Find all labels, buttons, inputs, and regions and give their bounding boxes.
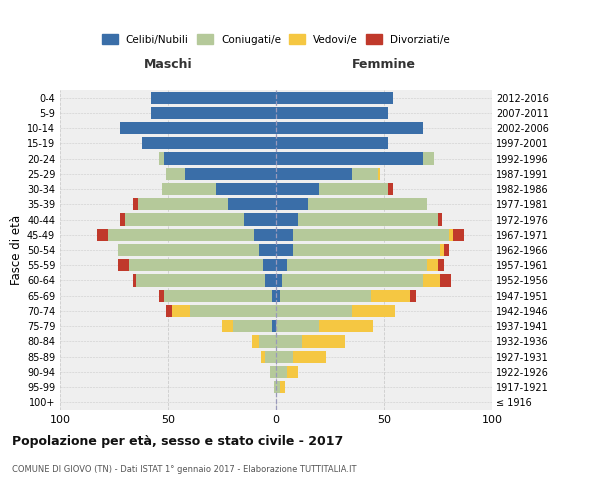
Bar bbox=[252, 336, 259, 347]
Bar bbox=[298, 214, 438, 226]
Bar bbox=[440, 244, 445, 256]
Bar bbox=[215, 183, 276, 195]
Bar bbox=[352, 168, 377, 180]
Bar bbox=[276, 350, 293, 363]
Bar bbox=[438, 259, 445, 272]
Bar bbox=[276, 336, 302, 347]
Bar bbox=[254, 228, 276, 241]
Bar bbox=[280, 290, 371, 302]
Bar bbox=[449, 228, 453, 241]
Bar bbox=[276, 244, 293, 256]
Bar bbox=[276, 183, 319, 195]
Bar bbox=[261, 350, 265, 363]
Bar bbox=[265, 274, 276, 286]
Bar bbox=[274, 381, 276, 393]
Bar bbox=[440, 274, 451, 286]
Bar bbox=[293, 244, 440, 256]
Bar bbox=[160, 290, 164, 302]
Bar bbox=[272, 320, 276, 332]
Bar bbox=[190, 305, 276, 317]
Bar bbox=[276, 198, 308, 210]
Bar bbox=[263, 259, 276, 272]
Bar bbox=[276, 92, 392, 104]
Bar bbox=[423, 152, 434, 164]
Bar bbox=[283, 274, 423, 286]
Bar bbox=[276, 290, 280, 302]
Bar bbox=[118, 244, 259, 256]
Y-axis label: Fasce di età: Fasce di età bbox=[10, 215, 23, 285]
Bar bbox=[222, 320, 233, 332]
Bar bbox=[276, 152, 423, 164]
Text: Femmine: Femmine bbox=[352, 58, 416, 71]
Bar bbox=[259, 336, 276, 347]
Bar bbox=[293, 228, 449, 241]
Bar bbox=[129, 259, 263, 272]
Bar bbox=[276, 168, 352, 180]
Bar bbox=[371, 290, 410, 302]
Bar bbox=[125, 214, 244, 226]
Bar bbox=[161, 183, 215, 195]
Bar bbox=[269, 366, 276, 378]
Bar bbox=[287, 259, 427, 272]
Bar bbox=[352, 305, 395, 317]
Bar bbox=[276, 366, 287, 378]
Bar bbox=[160, 152, 164, 164]
Bar bbox=[423, 274, 440, 286]
Bar bbox=[121, 122, 276, 134]
Bar bbox=[276, 274, 283, 286]
Bar bbox=[185, 168, 276, 180]
Bar bbox=[388, 183, 392, 195]
Legend: Celibi/Nubili, Coniugati/e, Vedovi/e, Divorziati/e: Celibi/Nubili, Coniugati/e, Vedovi/e, Di… bbox=[99, 31, 453, 48]
Bar bbox=[244, 214, 276, 226]
Bar bbox=[276, 137, 388, 149]
Text: Popolazione per età, sesso e stato civile - 2017: Popolazione per età, sesso e stato civil… bbox=[12, 435, 343, 448]
Bar bbox=[276, 305, 352, 317]
Text: COMUNE DI GIOVO (TN) - Dati ISTAT 1° gennaio 2017 - Elaborazione TUTTITALIA.IT: COMUNE DI GIOVO (TN) - Dati ISTAT 1° gen… bbox=[12, 465, 356, 474]
Bar bbox=[377, 168, 380, 180]
Bar bbox=[276, 320, 319, 332]
Bar bbox=[453, 228, 464, 241]
Bar bbox=[276, 214, 298, 226]
Bar bbox=[302, 336, 345, 347]
Bar bbox=[151, 92, 276, 104]
Bar bbox=[438, 214, 442, 226]
Bar bbox=[265, 350, 276, 363]
Bar bbox=[276, 381, 280, 393]
Bar bbox=[445, 244, 449, 256]
Bar bbox=[136, 274, 265, 286]
Bar bbox=[121, 214, 125, 226]
Bar bbox=[166, 168, 185, 180]
Bar bbox=[164, 290, 272, 302]
Text: Maschi: Maschi bbox=[143, 58, 193, 71]
Bar bbox=[276, 107, 388, 119]
Bar bbox=[259, 244, 276, 256]
Bar bbox=[164, 152, 276, 164]
Bar bbox=[276, 228, 293, 241]
Bar bbox=[272, 290, 276, 302]
Bar bbox=[133, 274, 136, 286]
Bar bbox=[118, 259, 129, 272]
Bar bbox=[151, 107, 276, 119]
Bar bbox=[287, 366, 298, 378]
Bar bbox=[276, 122, 423, 134]
Bar bbox=[293, 350, 326, 363]
Bar bbox=[308, 198, 427, 210]
Bar bbox=[410, 290, 416, 302]
Bar bbox=[172, 305, 190, 317]
Bar bbox=[276, 259, 287, 272]
Bar bbox=[319, 320, 373, 332]
Bar bbox=[166, 305, 172, 317]
Bar bbox=[138, 198, 229, 210]
Bar bbox=[97, 228, 107, 241]
Bar bbox=[280, 381, 284, 393]
Bar bbox=[233, 320, 272, 332]
Bar bbox=[133, 198, 138, 210]
Bar bbox=[142, 137, 276, 149]
Bar bbox=[319, 183, 388, 195]
Bar bbox=[427, 259, 438, 272]
Bar bbox=[229, 198, 276, 210]
Bar bbox=[107, 228, 254, 241]
